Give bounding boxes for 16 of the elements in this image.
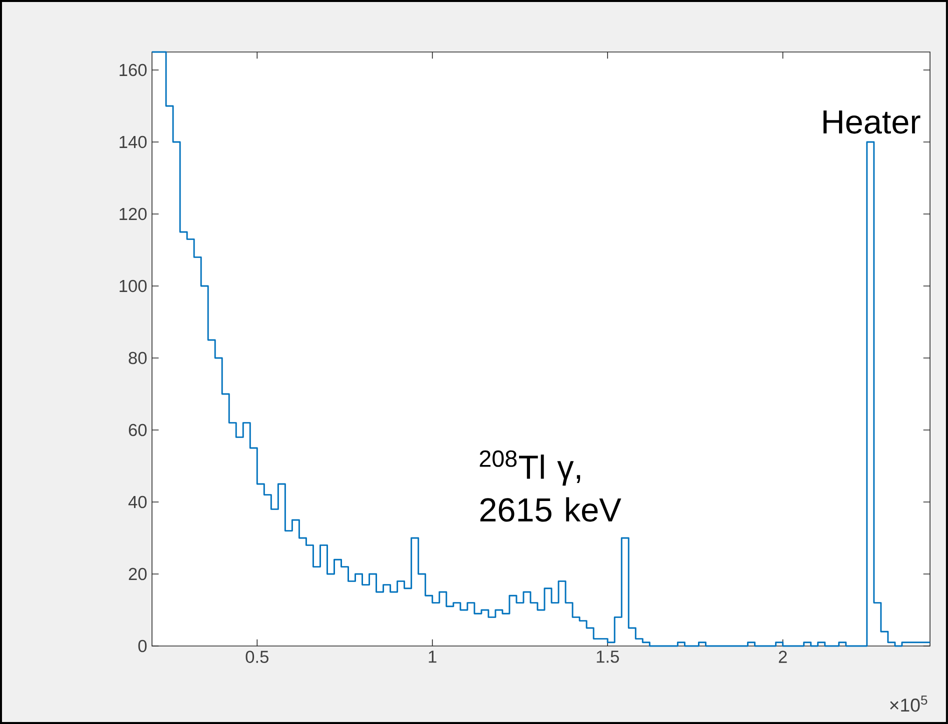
y-tick-label: 100 xyxy=(120,280,147,292)
x-tick-label: 1 xyxy=(428,650,436,663)
y-tick-label: 160 xyxy=(120,64,147,76)
x-tick-label: 2 xyxy=(778,650,787,663)
y-tick-label: 80 xyxy=(128,352,147,364)
x-tick-label: 0.5 xyxy=(246,650,268,663)
text: ×10$^{5}$ xyxy=(890,696,928,712)
y-tick-label: 20 xyxy=(128,568,147,580)
y-tick-label: 40 xyxy=(128,496,147,508)
annotation: $^{208}$Tl γ, 2615 keV xyxy=(480,450,622,522)
y-tick-label: 140 xyxy=(120,136,147,148)
x-tick-label: 1.5 xyxy=(596,650,619,663)
annotation: Heater xyxy=(824,110,920,134)
y-tick-label: 60 xyxy=(128,424,147,436)
y-tick-label: 0 xyxy=(138,640,147,652)
y-tick-label: 120 xyxy=(120,208,147,220)
